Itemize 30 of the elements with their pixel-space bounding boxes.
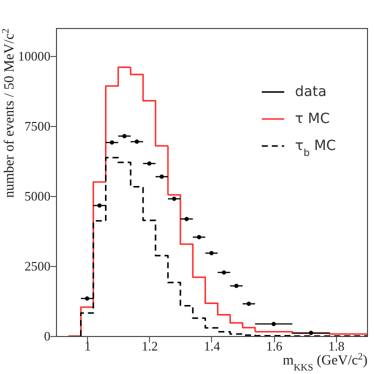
point: [308, 330, 314, 336]
point: [184, 216, 189, 222]
y-tick-label: 7500: [24, 118, 50, 134]
point: [147, 161, 152, 166]
point: [196, 235, 202, 240]
point: [246, 302, 251, 306]
y-tick-label: 0: [44, 328, 50, 344]
x-tick-label: 1.2: [142, 338, 158, 354]
point: [209, 251, 214, 256]
point: [160, 174, 164, 179]
legend-label: data: [295, 84, 327, 100]
legend-label: τ MC: [295, 111, 330, 127]
point: [84, 296, 90, 301]
x-tick-label: 1: [84, 338, 91, 354]
point: [234, 284, 238, 288]
point: [134, 140, 139, 144]
y-tick-label: 5000: [24, 188, 50, 204]
legend-label: τ$_{b}$ MC: [295, 138, 336, 158]
point: [122, 134, 127, 138]
y-tick-label: 10000: [18, 48, 50, 64]
x-axis-title: m$_{KKS}$ (GeV/c$^{2}$): [282, 351, 368, 373]
y-tick-label: 2500: [24, 258, 50, 274]
x-tick-label: 1.8: [328, 338, 345, 354]
point: [272, 322, 276, 326]
x-tick-label: 1.6: [266, 338, 283, 354]
point: [110, 140, 114, 145]
x-tick-label: 1.4: [204, 338, 221, 354]
point: [172, 196, 176, 201]
point: [222, 270, 226, 275]
point: [97, 203, 102, 208]
